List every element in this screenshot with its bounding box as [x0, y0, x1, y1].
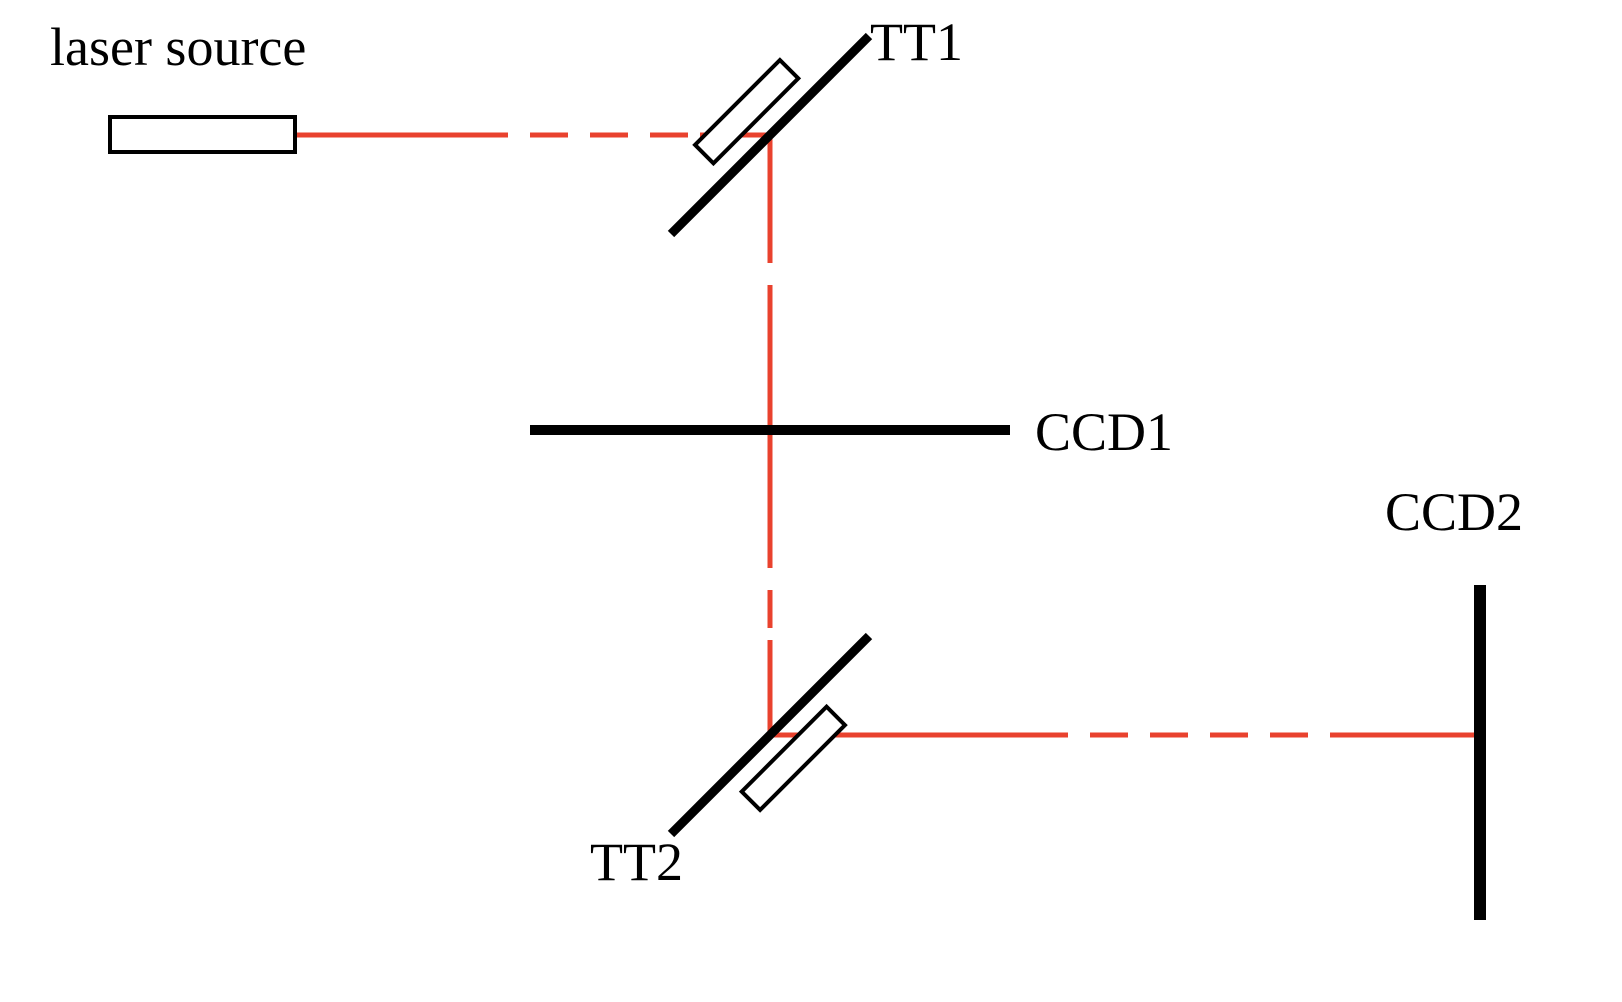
mirror-tt1	[638, 3, 869, 234]
mirror-tt2	[671, 636, 902, 867]
label-ccd1: CCD1	[1035, 402, 1173, 462]
label-tt1: TT1	[870, 12, 963, 72]
label-tt2: TT2	[590, 832, 683, 892]
label-laser-source: laser source	[50, 17, 306, 77]
mirror-tt1-mount	[695, 60, 798, 163]
label-ccd2: CCD2	[1385, 482, 1523, 542]
laser-source-box	[110, 117, 295, 152]
mirror-tt2-mount	[742, 707, 845, 810]
